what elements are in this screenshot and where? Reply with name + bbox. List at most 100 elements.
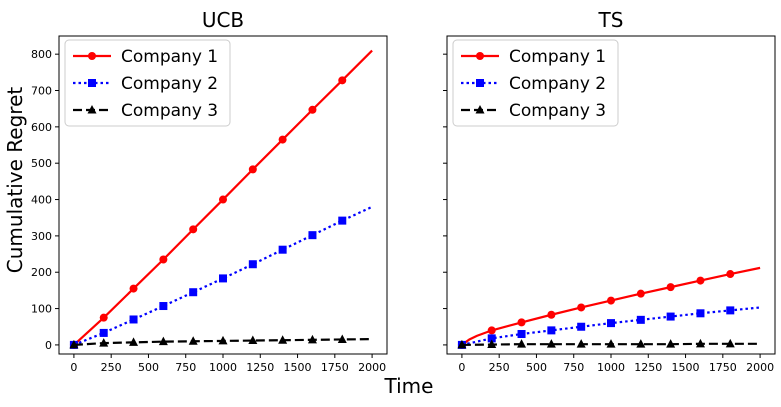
data-point: [69, 339, 79, 349]
data-point: [696, 309, 705, 318]
data-point: [308, 231, 317, 240]
x-tick-label: 1750: [321, 361, 349, 374]
chart-panel-2: TS 0 250 500 750 1000 1250 1500 1750 2000 Company …: [443, 8, 776, 374]
plot-frame: [58, 35, 388, 355]
data-point: [577, 322, 586, 331]
data-point: [666, 312, 675, 321]
data-point: [337, 334, 347, 343]
chart-panel-1: UCB 0 250 500 750 1000 1250 1500 1750 2000 0 100 200…: [31, 8, 388, 374]
data-point: [547, 310, 556, 319]
data-point: [308, 105, 317, 114]
x-tick-label: 1500: [284, 361, 312, 374]
x-tick-label: 0: [70, 361, 77, 374]
y-axis-label: Cumulative Regret: [3, 87, 27, 274]
data-point: [129, 337, 139, 346]
data-point: [666, 283, 675, 292]
data-point: [517, 330, 526, 339]
y-tick-label: 700: [31, 85, 52, 98]
y-tick-label: 400: [31, 194, 52, 207]
y-tick-label: 100: [31, 303, 52, 316]
legend-marker: [476, 79, 484, 87]
data-point: [129, 284, 138, 293]
x-tick-label: 1750: [709, 361, 737, 374]
data-point: [189, 288, 198, 297]
data-point: [219, 274, 227, 283]
x-tick-label: 1000: [597, 361, 625, 374]
data-point: [636, 339, 646, 348]
data-point: [726, 270, 735, 279]
data-point: [99, 328, 108, 337]
data-point: [636, 315, 645, 324]
chart-title: UCB: [202, 8, 244, 32]
data-point: [218, 335, 228, 345]
legend: Company 1 Company 2 Company 3: [452, 39, 619, 127]
y-tick-label: 500: [31, 157, 52, 170]
legend-label: Company 1: [509, 47, 606, 67]
x-tick-label: 2000: [358, 361, 386, 374]
legend-marker: [88, 52, 96, 60]
data-point: [487, 339, 497, 349]
data-point: [666, 339, 676, 348]
data-point: [278, 135, 287, 144]
data-point: [487, 334, 496, 343]
x-tick-label: 0: [458, 361, 465, 374]
legend-marker: [88, 79, 96, 87]
data-point: [188, 336, 198, 345]
data-point: [307, 334, 317, 344]
x-axis-label: Time: [384, 374, 434, 398]
x-tick-label: 250: [101, 361, 122, 374]
x-tick-label: 1250: [634, 361, 662, 374]
y-tick-label: 200: [31, 266, 52, 279]
data-point: [129, 315, 138, 324]
x-tick-label: 750: [563, 361, 584, 374]
data-point: [159, 302, 168, 311]
data-point: [457, 339, 467, 349]
legend-label: Company 2: [509, 74, 606, 94]
legend-label: Company 3: [121, 101, 218, 121]
x-tick-label: 500: [526, 361, 547, 374]
data-point: [248, 165, 257, 174]
data-point: [338, 76, 347, 85]
data-point: [547, 326, 556, 335]
legend-label: Company 2: [121, 74, 218, 94]
data-point: [159, 255, 168, 264]
legend-marker: [475, 105, 485, 114]
data-point: [487, 326, 496, 335]
legend-box: [452, 39, 619, 127]
series-line-1: [461, 266, 761, 346]
data-point: [338, 216, 347, 225]
legend-label: Company 1: [121, 47, 218, 67]
data-point: [248, 260, 257, 269]
data-point: [696, 276, 705, 285]
legend-label: Company 3: [509, 101, 606, 121]
x-tick-label: 250: [489, 361, 510, 374]
x-tick-label: 1500: [672, 361, 700, 374]
legend-marker: [87, 105, 97, 114]
data-point: [517, 339, 527, 348]
legend-box: [64, 39, 231, 127]
x-tick-label: 1000: [209, 361, 237, 374]
data-point: [158, 336, 168, 346]
data-point: [576, 339, 586, 348]
data-point: [278, 335, 288, 344]
legend: Company 1 Company 2 Company 3: [64, 39, 231, 127]
data-point: [99, 313, 108, 322]
y-tick-label: 300: [31, 230, 52, 243]
data-point: [695, 338, 705, 348]
y-tick-label: 600: [31, 121, 52, 134]
data-point: [607, 296, 615, 305]
x-tick-label: 750: [175, 361, 196, 374]
data-point: [577, 303, 586, 312]
data-point: [726, 306, 735, 315]
x-tick-label: 1250: [246, 361, 274, 374]
data-point: [546, 339, 556, 348]
plot-frame: [446, 35, 776, 355]
y-tick-label: 800: [31, 48, 52, 61]
chart-title: TS: [598, 8, 624, 32]
x-tick-label: 2000: [746, 361, 774, 374]
data-point: [219, 195, 227, 204]
data-point: [606, 339, 616, 348]
data-point: [725, 338, 735, 348]
data-point: [607, 319, 615, 328]
